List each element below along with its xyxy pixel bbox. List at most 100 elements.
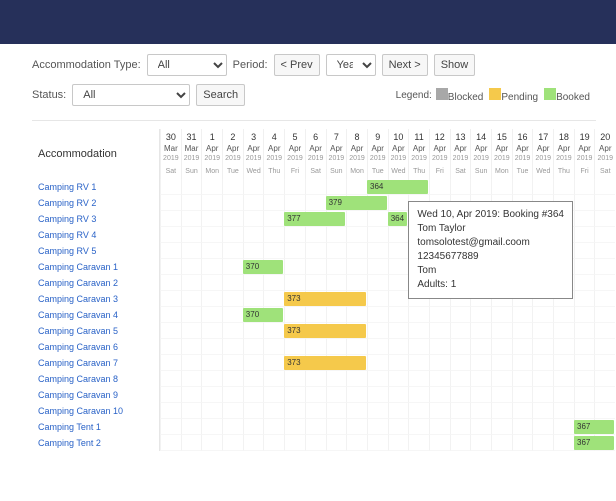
- grid-cell[interactable]: [553, 403, 574, 419]
- grid-cell[interactable]: [594, 387, 615, 403]
- grid-cell[interactable]: [201, 211, 222, 227]
- grid-cell[interactable]: [367, 291, 388, 307]
- grid-cell[interactable]: [222, 275, 243, 291]
- grid-cell[interactable]: [201, 323, 222, 339]
- grid-cell[interactable]: [160, 387, 181, 403]
- grid-cell[interactable]: [346, 275, 367, 291]
- accommodation-row-label[interactable]: Camping Caravan 2: [32, 275, 160, 291]
- grid-cell[interactable]: [243, 355, 264, 371]
- grid-cell[interactable]: [160, 275, 181, 291]
- accommodation-row-label[interactable]: Camping RV 3: [32, 211, 160, 227]
- grid-cell[interactable]: [222, 195, 243, 211]
- booking-bar[interactable]: 367: [574, 420, 614, 434]
- grid-cell[interactable]: [594, 307, 615, 323]
- grid-cell[interactable]: [181, 259, 202, 275]
- booking-bar[interactable]: 364: [367, 180, 428, 194]
- grid-cell[interactable]: [574, 371, 595, 387]
- grid-cell[interactable]: [367, 435, 388, 451]
- grid-cell[interactable]: [367, 211, 388, 227]
- grid-cell[interactable]: [305, 179, 326, 195]
- grid-cell[interactable]: [243, 179, 264, 195]
- grid-cell[interactable]: [594, 243, 615, 259]
- grid-cell[interactable]: [222, 211, 243, 227]
- grid-cell[interactable]: [450, 435, 471, 451]
- grid-cell[interactable]: [160, 259, 181, 275]
- grid-cell[interactable]: [574, 259, 595, 275]
- grid-cell[interactable]: [450, 307, 471, 323]
- grid-cell[interactable]: [201, 403, 222, 419]
- accommodation-row-label[interactable]: Camping RV 4: [32, 227, 160, 243]
- grid-cell[interactable]: [181, 371, 202, 387]
- accommodation-row-label[interactable]: Camping Caravan 10: [32, 403, 160, 419]
- grid-cell[interactable]: [222, 179, 243, 195]
- grid-cell[interactable]: [491, 371, 512, 387]
- grid-cell[interactable]: [408, 387, 429, 403]
- accommodation-row-label[interactable]: Camping RV 1: [32, 179, 160, 195]
- grid-cell[interactable]: [450, 355, 471, 371]
- accommodation-row-label[interactable]: Camping RV 5: [32, 243, 160, 259]
- grid-cell[interactable]: [470, 323, 491, 339]
- grid-cell[interactable]: [243, 323, 264, 339]
- grid-cell[interactable]: [346, 435, 367, 451]
- grid-cell[interactable]: [326, 419, 347, 435]
- grid-cell[interactable]: [408, 323, 429, 339]
- grid-cell[interactable]: [181, 355, 202, 371]
- grid-cell[interactable]: [243, 291, 264, 307]
- grid-cell[interactable]: [181, 339, 202, 355]
- grid-cell[interactable]: [491, 339, 512, 355]
- grid-cell[interactable]: [305, 419, 326, 435]
- grid-cell[interactable]: [388, 227, 409, 243]
- grid-cell[interactable]: [284, 435, 305, 451]
- grid-cell[interactable]: [181, 195, 202, 211]
- grid-cell[interactable]: [160, 243, 181, 259]
- grid-cell[interactable]: [574, 179, 595, 195]
- grid-cell[interactable]: [367, 307, 388, 323]
- grid-cell[interactable]: [243, 371, 264, 387]
- grid-cell[interactable]: [491, 435, 512, 451]
- grid-cell[interactable]: [512, 435, 533, 451]
- grid-cell[interactable]: [594, 291, 615, 307]
- grid-cell[interactable]: [594, 355, 615, 371]
- grid-cell[interactable]: [263, 387, 284, 403]
- grid-cell[interactable]: [491, 355, 512, 371]
- grid-cell[interactable]: [201, 227, 222, 243]
- grid-cell[interactable]: [160, 355, 181, 371]
- grid-cell[interactable]: [408, 307, 429, 323]
- grid-cell[interactable]: [243, 211, 264, 227]
- grid-cell[interactable]: [594, 195, 615, 211]
- booking-bar[interactable]: 379: [326, 196, 387, 210]
- grid-cell[interactable]: [326, 275, 347, 291]
- grid-cell[interactable]: [326, 259, 347, 275]
- grid-cell[interactable]: [367, 243, 388, 259]
- grid-cell[interactable]: [388, 291, 409, 307]
- grid-cell[interactable]: [491, 419, 512, 435]
- grid-cell[interactable]: [263, 227, 284, 243]
- grid-cell[interactable]: [284, 275, 305, 291]
- accom-type-select[interactable]: All: [147, 54, 227, 76]
- grid-cell[interactable]: [284, 387, 305, 403]
- grid-cell[interactable]: [326, 371, 347, 387]
- grid-cell[interactable]: [532, 179, 553, 195]
- grid-cell[interactable]: [574, 323, 595, 339]
- grid-cell[interactable]: [367, 227, 388, 243]
- grid-cell[interactable]: [470, 387, 491, 403]
- grid-cell[interactable]: [181, 435, 202, 451]
- grid-cell[interactable]: [201, 387, 222, 403]
- grid-cell[interactable]: [367, 371, 388, 387]
- grid-cell[interactable]: [181, 419, 202, 435]
- grid-cell[interactable]: [243, 403, 264, 419]
- grid-cell[interactable]: [429, 179, 450, 195]
- grid-cell[interactable]: [408, 403, 429, 419]
- grid-cell[interactable]: [553, 371, 574, 387]
- grid-cell[interactable]: [470, 355, 491, 371]
- grid-cell[interactable]: [388, 419, 409, 435]
- grid-cell[interactable]: [491, 307, 512, 323]
- accommodation-row-label[interactable]: Camping Caravan 9: [32, 387, 160, 403]
- grid-cell[interactable]: [367, 419, 388, 435]
- grid-cell[interactable]: [284, 259, 305, 275]
- grid-cell[interactable]: [367, 355, 388, 371]
- grid-cell[interactable]: [512, 323, 533, 339]
- grid-cell[interactable]: [284, 243, 305, 259]
- grid-cell[interactable]: [222, 387, 243, 403]
- grid-cell[interactable]: [388, 355, 409, 371]
